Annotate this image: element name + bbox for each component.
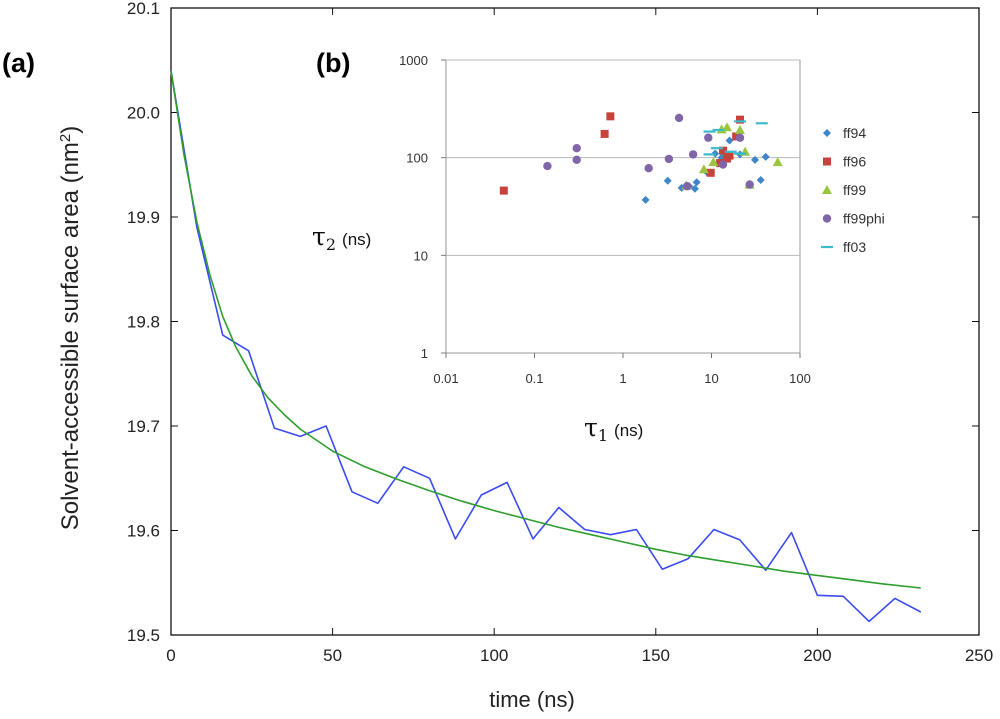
legend-marker-ff99: [822, 185, 832, 194]
inset-point-ff99phi: [572, 144, 581, 153]
main-series-line-data: [170, 70, 922, 623]
legend-marker-ff99phi: [822, 214, 832, 223]
main-series-line-fit: [170, 70, 921, 589]
inset-point-ff99phi: [688, 150, 698, 159]
inset-x-tick-label: 0.01: [433, 371, 458, 386]
main-series-group: [170, 70, 922, 623]
inset-point-ff99phi: [644, 164, 653, 173]
inset-point-ff96: [719, 146, 728, 155]
inset-y-tick-label: 1: [421, 346, 428, 361]
inset-point-ff99: [735, 124, 746, 134]
inset-point-ff94: [761, 152, 770, 161]
inset-point-ff99phi: [718, 160, 728, 169]
inset-point-ff99phi: [674, 113, 684, 123]
main-y-tick-label: 19.6: [127, 522, 160, 541]
inset-point-ff99: [772, 157, 783, 167]
panel-label-b: (b): [316, 48, 350, 78]
inset-axis-ticks: 0.01 0.1 1 10 100 1 10 100 1000: [399, 53, 811, 386]
legend-label-ff03: ff03: [843, 239, 866, 255]
inset-x-tick-label: 1: [619, 371, 626, 386]
inset-point-ff96: [725, 151, 734, 160]
inset-point-ff94: [756, 176, 765, 185]
main-y-tick-label: 20.0: [127, 104, 160, 123]
inset-point-ff96: [499, 186, 508, 195]
inset-x-axis-label: τ1 (ns): [584, 413, 643, 445]
panel-label-a: (a): [2, 48, 35, 78]
inset-y-tick-label: 100: [406, 151, 428, 166]
main-x-axis-label: time (ns): [489, 687, 575, 712]
legend-label-ff94: ff94: [843, 125, 866, 141]
inset-point-ff99phi: [682, 182, 692, 191]
inset-plot-frame: [445, 59, 801, 354]
inset-x-tick-label: 0.1: [525, 371, 543, 386]
inset-point-ff94: [692, 178, 701, 187]
main-y-tick-label: 19.9: [127, 208, 160, 227]
main-x-tick-label: 250: [965, 646, 993, 665]
inset-x-tick-label: 10: [704, 371, 718, 386]
inset-point-ff99: [722, 122, 733, 132]
main-x-tick-label: 200: [803, 646, 831, 665]
inset-point-ff94: [690, 184, 699, 193]
main-y-tick-label: 20.1: [127, 0, 160, 18]
main-x-tick-label: 150: [642, 646, 670, 665]
inset-point-ff99phi: [543, 161, 552, 171]
main-y-axis-label: Solvent-accessible surface area (nm2): [57, 126, 85, 531]
inset-point-ff96: [706, 168, 715, 177]
main-y-tick-label: 19.8: [127, 313, 160, 332]
inset-point-ff94: [725, 136, 734, 145]
legend-marker-ff94: [823, 129, 831, 137]
inset-scatter-points: [499, 112, 783, 204]
legend-label-ff96: ff96: [843, 154, 866, 170]
main-axis-ticks: 0 50 100 150 200 250 19.5 19.6 19.7 19.8 19.9 20.0 2…: [127, 0, 993, 665]
inset-gridlines: [446, 59, 800, 256]
legend-label-ff99: ff99: [843, 182, 866, 198]
inset-point-ff99phi: [745, 180, 754, 189]
inset-y-tick-label: 10: [414, 248, 428, 263]
inset-legend: ff94 ff96 ff99 ff99phi ff03: [821, 125, 885, 255]
inset-point-ff99phi: [664, 154, 674, 164]
inset-point-ff96: [606, 112, 615, 121]
legend-label-ff99phi: ff99phi: [843, 211, 885, 227]
legend-marker-ff96: [823, 157, 831, 166]
main-x-tick-label: 100: [480, 646, 508, 665]
main-x-tick-label: 50: [323, 646, 342, 665]
inset-y-axis-label: τ2 (ns): [312, 222, 371, 254]
inset-point-ff99: [698, 164, 709, 174]
main-y-tick-label: 19.5: [127, 626, 160, 645]
inset-point-ff99phi: [735, 133, 745, 142]
main-y-tick-label: 19.7: [127, 417, 160, 436]
inset-point-ff99: [708, 157, 719, 167]
inset-point-ff94: [750, 155, 759, 164]
inset-point-ff96: [736, 115, 745, 124]
inset-point-ff96: [600, 129, 609, 138]
main-x-tick-label: 0: [166, 646, 175, 665]
inset-point-ff94: [663, 176, 672, 185]
inset-point-ff94: [641, 195, 650, 204]
inset-point-ff99phi: [572, 155, 581, 165]
inset-y-tick-label: 1000: [399, 53, 428, 68]
inset-x-tick-label: 100: [789, 371, 811, 386]
inset-point-ff99phi: [704, 133, 713, 142]
